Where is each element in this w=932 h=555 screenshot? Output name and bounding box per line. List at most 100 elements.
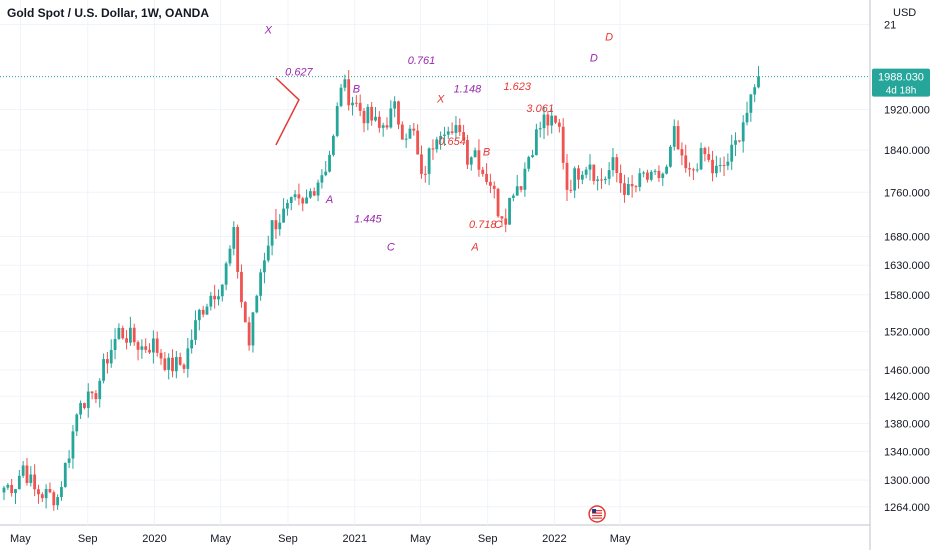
candle-body xyxy=(680,149,684,156)
candle-body xyxy=(213,295,217,300)
candle-body xyxy=(569,189,573,191)
candle-body xyxy=(266,245,270,261)
candle-body xyxy=(730,144,734,162)
candle-body xyxy=(205,306,209,315)
wave-label: A xyxy=(325,194,333,206)
candle-body xyxy=(508,197,511,225)
candle-body xyxy=(297,194,301,199)
wave-label: C xyxy=(387,242,395,254)
candle-body xyxy=(113,338,117,351)
candle-body xyxy=(286,203,289,209)
candle-body xyxy=(504,218,508,225)
candle-body xyxy=(136,342,140,350)
candle-body xyxy=(128,327,132,343)
candle-body xyxy=(400,124,404,140)
candle-body xyxy=(56,497,60,506)
y-tick-label: 1264.000 xyxy=(884,502,930,514)
wave-label: B xyxy=(353,83,360,95)
candle-body xyxy=(669,146,672,167)
candle-body xyxy=(86,391,90,408)
triangle-pattern xyxy=(275,77,300,146)
price-badge xyxy=(872,68,930,97)
candle-body xyxy=(519,186,523,190)
candle-body xyxy=(121,327,125,339)
candle-body xyxy=(695,169,699,171)
candle-body xyxy=(688,168,691,170)
candle-body xyxy=(301,198,305,204)
candle-body xyxy=(217,296,220,300)
candle-body xyxy=(354,102,358,104)
y-tick-label: 1760.000 xyxy=(884,187,930,199)
candle-body xyxy=(274,220,278,230)
candle-body xyxy=(343,79,347,88)
candle-body xyxy=(600,179,603,181)
candle-body xyxy=(741,122,745,142)
currency-label[interactable]: USD xyxy=(893,7,917,19)
y-tick-label: 1840.000 xyxy=(884,145,930,157)
candle-body xyxy=(511,195,515,198)
candle-body xyxy=(554,115,557,123)
candle-body xyxy=(653,170,657,172)
candle-body xyxy=(649,171,653,180)
candle-body xyxy=(500,216,504,219)
wave-label: D xyxy=(605,31,613,43)
candle-body xyxy=(634,186,638,188)
candle-body xyxy=(33,474,37,490)
wave-label: B xyxy=(483,146,490,158)
candle-body xyxy=(642,172,646,174)
candle-body xyxy=(439,135,443,140)
candle-body xyxy=(174,356,178,372)
candle-body xyxy=(17,475,21,490)
candle-body xyxy=(707,154,711,160)
candle-body xyxy=(692,169,695,171)
candle-body xyxy=(469,157,473,165)
x-tick-label: Sep xyxy=(478,533,498,545)
candle-body xyxy=(703,148,707,155)
candle-body xyxy=(416,130,420,155)
candle-body xyxy=(197,309,201,321)
candle-body xyxy=(94,393,98,400)
candle-body xyxy=(672,126,676,147)
candle-body xyxy=(523,168,527,190)
candle-body xyxy=(186,348,190,369)
y-tick-label: 1630.000 xyxy=(884,260,930,272)
candle-body xyxy=(745,112,749,123)
candle-body xyxy=(374,116,377,121)
candle-body xyxy=(201,309,205,315)
candle-body xyxy=(278,222,282,230)
price-badge-value: 1988.030 xyxy=(878,72,924,84)
candle-body xyxy=(224,263,228,285)
candle-body xyxy=(749,94,753,113)
candle-body xyxy=(450,131,454,133)
candle-body xyxy=(462,132,465,140)
candle-body xyxy=(538,128,542,130)
x-tick-label: 2021 xyxy=(342,533,366,545)
candle-body xyxy=(718,165,722,167)
wave-label: A xyxy=(470,242,478,254)
wave-label: 0.654 xyxy=(438,136,466,148)
candle-body xyxy=(79,403,82,415)
candle-body xyxy=(320,175,324,183)
candle-body xyxy=(565,162,569,190)
candle-body xyxy=(408,128,412,139)
x-tick-label: Sep xyxy=(78,533,98,545)
candle-body xyxy=(638,173,642,187)
candle-body xyxy=(393,101,397,109)
candle-body xyxy=(282,208,285,223)
candle-body xyxy=(220,284,224,297)
candle-body xyxy=(626,184,630,195)
candle-body xyxy=(109,350,113,364)
y-tick-label: 1300.000 xyxy=(884,475,930,487)
candle-body xyxy=(630,184,634,187)
candle-body xyxy=(389,108,393,128)
candle-body xyxy=(592,164,596,181)
candle-body xyxy=(362,110,366,124)
candle-body xyxy=(90,391,94,394)
candle-body xyxy=(29,474,33,483)
candle-body xyxy=(737,140,741,142)
candle-body xyxy=(366,106,370,124)
candle-body xyxy=(351,102,354,106)
candle-body xyxy=(312,191,316,196)
